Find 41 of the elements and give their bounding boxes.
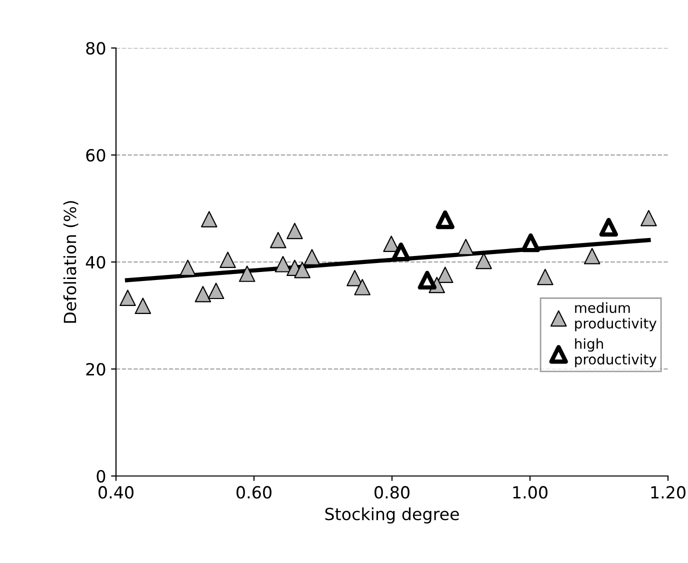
point xyxy=(238,266,256,282)
x-tick-label: 1.20 xyxy=(651,486,686,499)
y-tick-label: 40 xyxy=(86,256,106,269)
point xyxy=(584,248,600,264)
point xyxy=(418,270,437,290)
point xyxy=(220,252,236,268)
x-tick-label: 0.80 xyxy=(374,486,410,499)
y-tick-label: 0 xyxy=(96,470,106,483)
point xyxy=(640,210,657,226)
point xyxy=(120,290,136,306)
point xyxy=(476,252,492,270)
point xyxy=(274,256,292,272)
legend-label: medium productivity xyxy=(575,302,656,332)
y-tick-label: 80 xyxy=(86,42,106,55)
legend-label: high productivity xyxy=(575,338,656,368)
point xyxy=(208,282,224,300)
point xyxy=(286,222,303,240)
point xyxy=(436,210,454,230)
point xyxy=(521,233,540,252)
point xyxy=(346,270,363,286)
point xyxy=(270,232,286,248)
x-tick-label: 0.40 xyxy=(98,486,134,499)
y-axis-title: Defoliation (%) xyxy=(63,201,78,323)
point xyxy=(180,260,196,276)
point xyxy=(599,218,618,237)
point xyxy=(194,286,212,302)
x-axis-title: Stocking degree xyxy=(325,507,459,524)
point xyxy=(134,298,152,314)
point xyxy=(294,262,310,278)
point xyxy=(436,266,454,284)
point xyxy=(458,238,474,256)
y-tick-label: 60 xyxy=(86,148,106,162)
x-tick-label: 1.00 xyxy=(513,486,548,499)
point xyxy=(392,242,410,262)
point xyxy=(304,249,320,266)
point xyxy=(200,211,218,228)
point xyxy=(383,236,400,252)
point xyxy=(537,268,554,286)
y-tick-label: 20 xyxy=(86,362,106,376)
x-tick-label: 0.60 xyxy=(236,486,272,499)
point xyxy=(354,278,370,296)
